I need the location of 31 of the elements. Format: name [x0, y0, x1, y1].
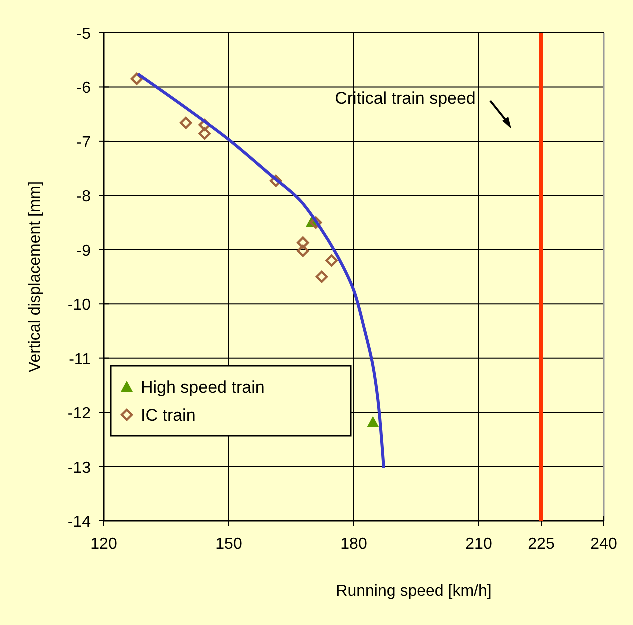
- x-tick-label: 225: [528, 536, 555, 553]
- x-tick-label: 120: [90, 536, 118, 553]
- point: [180, 116, 192, 130]
- legend-label: High speed train: [141, 378, 265, 397]
- y-tick-label: -11: [69, 351, 92, 368]
- x-tick-label: 180: [340, 536, 368, 553]
- y-tick-label: -13: [68, 460, 92, 477]
- point: [270, 174, 282, 188]
- y-tick-label: -6: [76, 80, 92, 98]
- point: [367, 416, 380, 428]
- x-tick-label: 150: [216, 536, 242, 553]
- y-axis-title: Vertical displacement [mm]: [27, 181, 44, 373]
- y-tick-label: -5: [76, 26, 92, 43]
- point: [316, 270, 328, 284]
- y-tick-label: -14: [68, 514, 92, 531]
- x-tick-label: 210: [466, 536, 492, 553]
- x-axis-title: Running speed [km/h]: [336, 583, 492, 600]
- point: [326, 254, 338, 267]
- y-tick-label: -12: [68, 406, 92, 423]
- point: [310, 216, 322, 229]
- point: [198, 128, 211, 140]
- y-tick-label: -9: [76, 242, 92, 260]
- point: [297, 244, 310, 258]
- y-tick-label: -7: [76, 134, 92, 152]
- point: [297, 236, 310, 249]
- y-tick-label: -10: [68, 297, 92, 314]
- legend-label: IC train: [141, 406, 196, 425]
- x-tick-label: 240: [590, 536, 618, 553]
- y-tick-label: -8: [76, 188, 92, 206]
- point: [130, 72, 144, 86]
- point: [198, 119, 211, 132]
